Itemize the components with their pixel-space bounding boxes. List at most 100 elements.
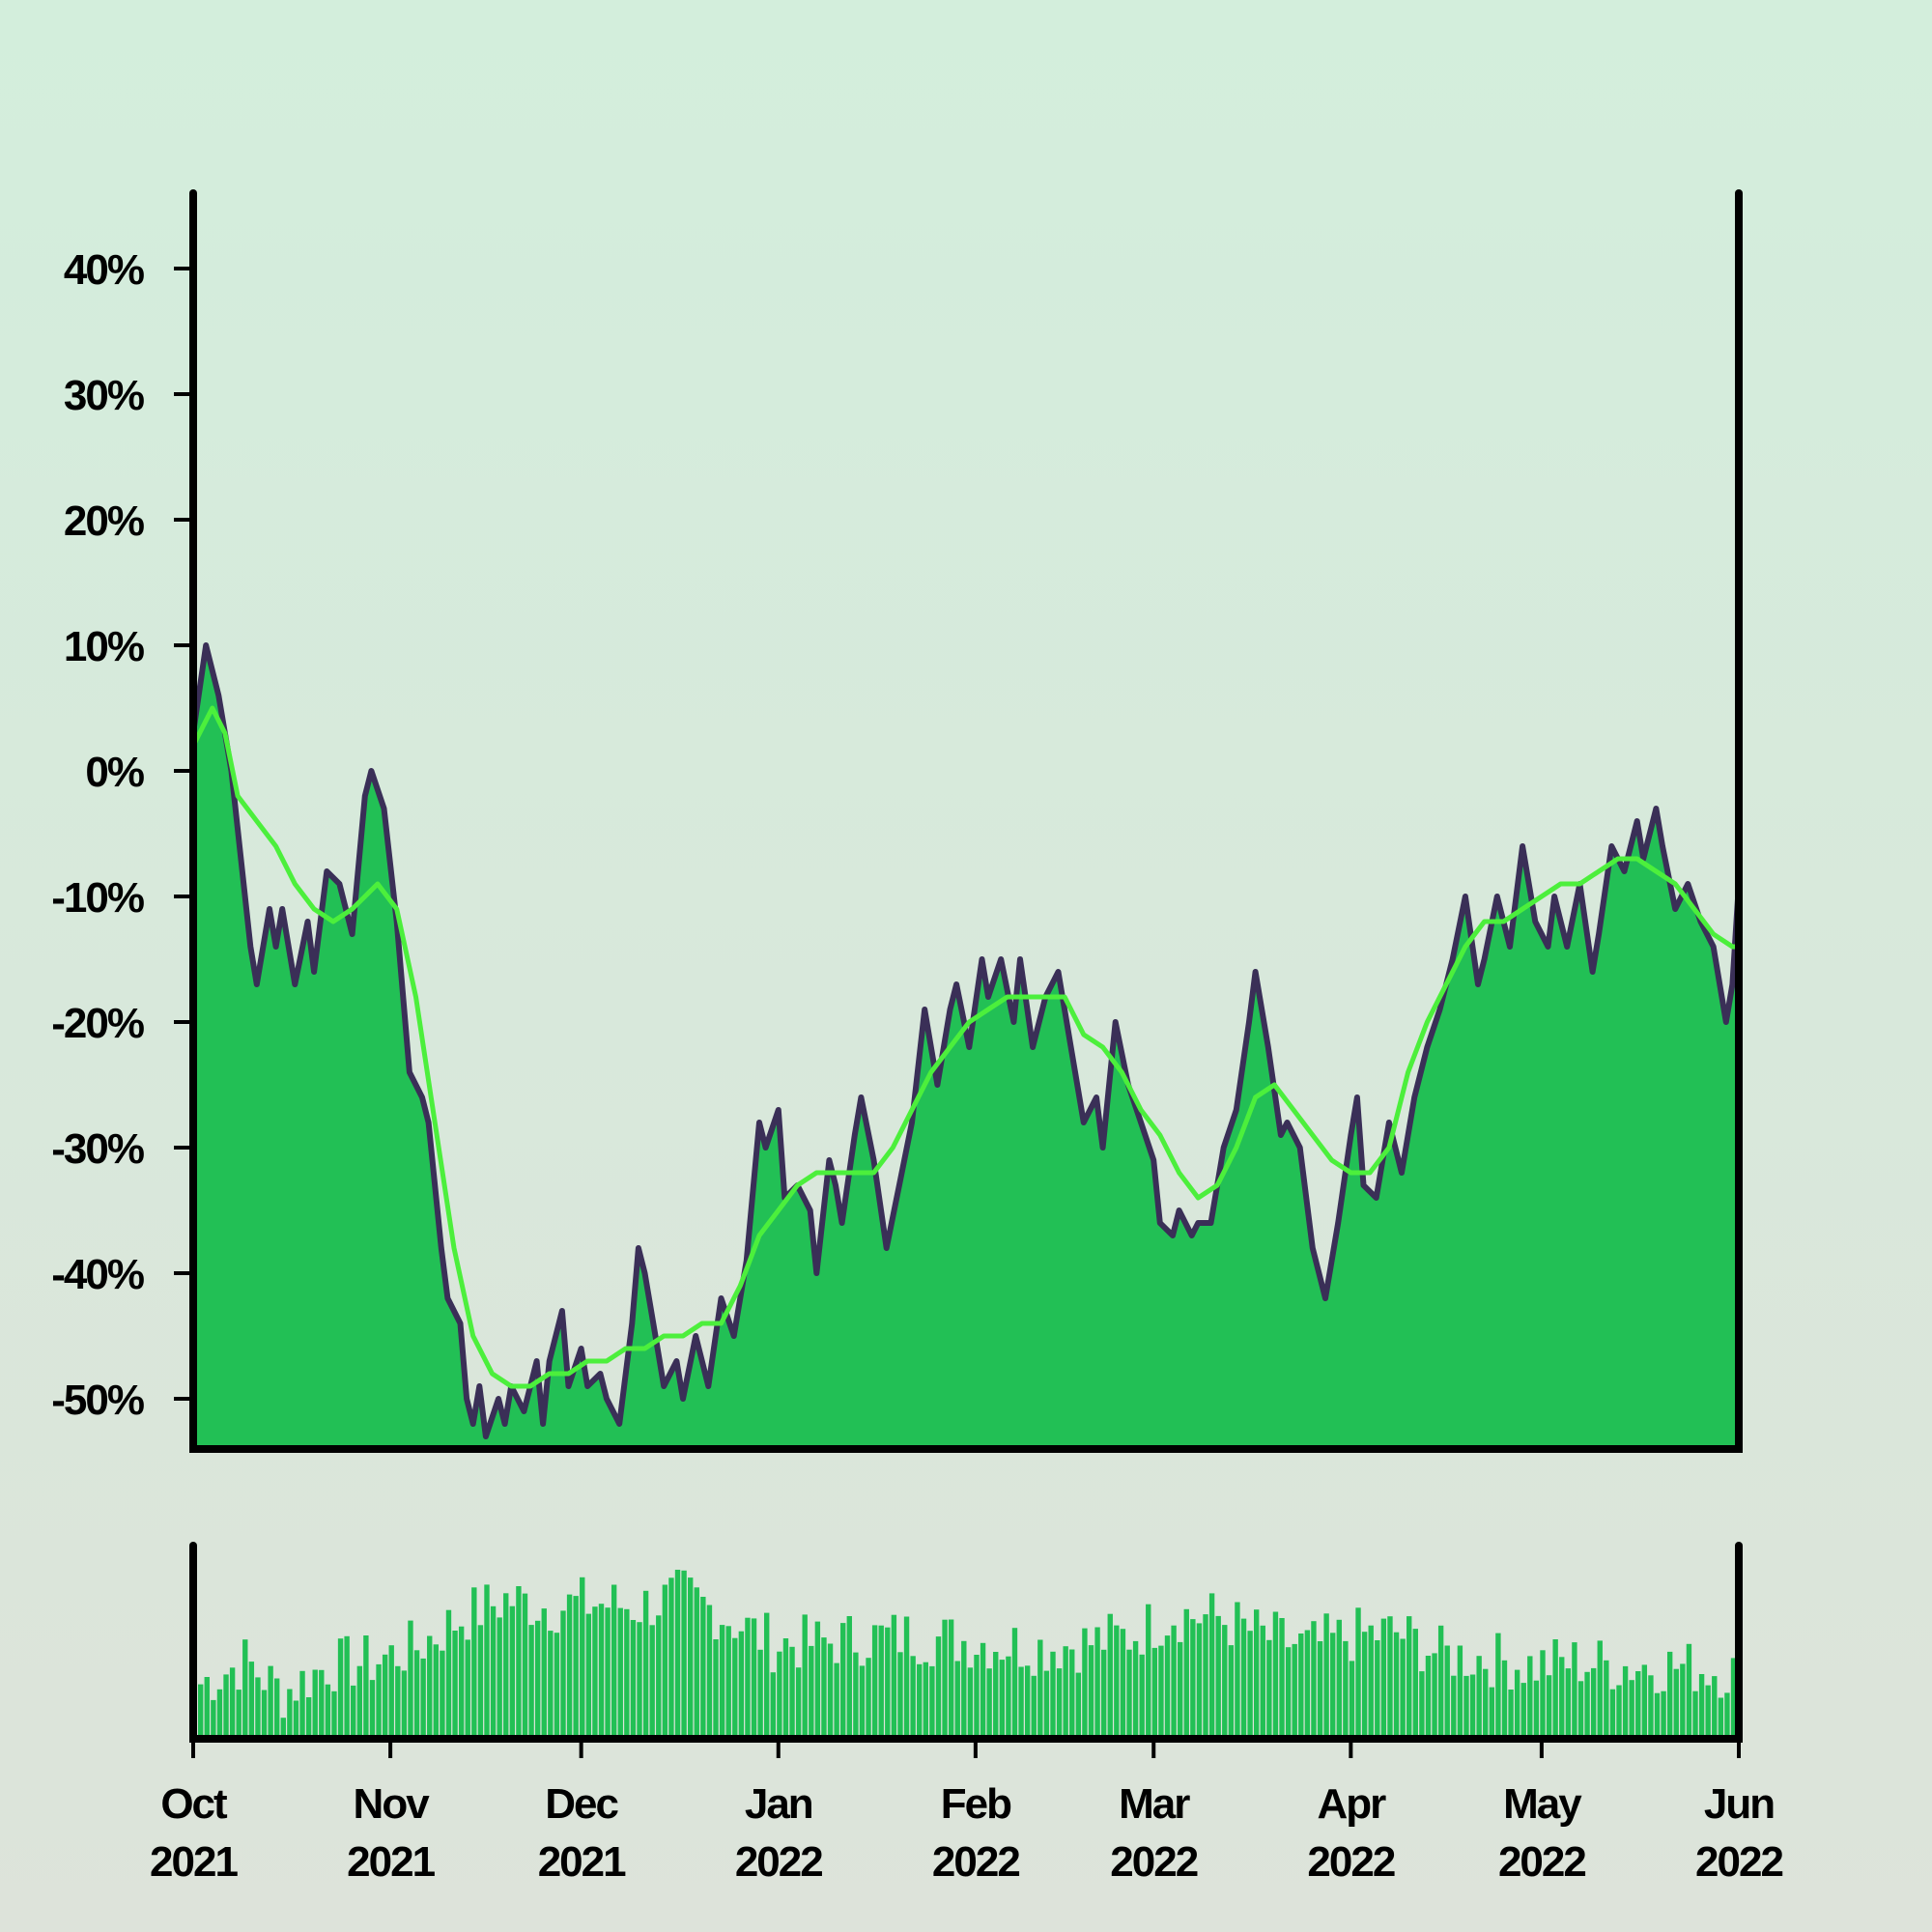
x-tick-year: 2022 bbox=[1695, 1838, 1782, 1886]
volume-bar bbox=[649, 1625, 655, 1739]
volume-bar bbox=[954, 1661, 960, 1739]
volume-bar bbox=[605, 1607, 611, 1739]
volume-bar bbox=[1412, 1629, 1418, 1739]
volume-bar bbox=[827, 1643, 834, 1739]
x-tick-month: May bbox=[1503, 1780, 1582, 1828]
volume-bar bbox=[1343, 1640, 1349, 1739]
volume-bar bbox=[1050, 1651, 1056, 1739]
volume-bar bbox=[1552, 1639, 1558, 1739]
volume-bar bbox=[344, 1635, 350, 1739]
volume-bar bbox=[522, 1593, 528, 1739]
volume-bar bbox=[1114, 1625, 1120, 1739]
axes bbox=[189, 189, 1743, 1743]
volume-bar bbox=[585, 1613, 592, 1739]
y-tick-label: -40% bbox=[51, 1251, 144, 1298]
volume-bar bbox=[1648, 1675, 1654, 1739]
x-tick-label: Nov 2021 bbox=[347, 1780, 435, 1886]
volume-bar bbox=[630, 1620, 637, 1739]
price-line bbox=[190, 642, 1742, 1439]
volume-bar bbox=[1203, 1614, 1208, 1739]
volume-bar bbox=[617, 1607, 623, 1739]
volume-bar bbox=[923, 1662, 928, 1739]
volume-bar bbox=[1279, 1618, 1285, 1739]
price-panel bbox=[190, 642, 1742, 1449]
volume-bar bbox=[541, 1608, 547, 1739]
volume-bar bbox=[980, 1642, 986, 1739]
volume-bar bbox=[1527, 1656, 1533, 1739]
volume-bar bbox=[1463, 1675, 1469, 1739]
volume-bar bbox=[1724, 1692, 1730, 1739]
volume-bar bbox=[1304, 1630, 1311, 1739]
volume-bar bbox=[1208, 1593, 1215, 1739]
volume-bar bbox=[1292, 1643, 1297, 1739]
volume-bar bbox=[974, 1655, 980, 1739]
volume-bar bbox=[624, 1608, 630, 1739]
volume-bar bbox=[236, 1690, 242, 1739]
volume-bar bbox=[1146, 1604, 1151, 1739]
volume-bar bbox=[408, 1620, 413, 1739]
volume-bar bbox=[528, 1625, 534, 1739]
volume-bar bbox=[1011, 1628, 1018, 1739]
volume-bar bbox=[656, 1615, 662, 1739]
volume-bar bbox=[305, 1697, 312, 1739]
volume-bar bbox=[1565, 1668, 1572, 1739]
x-tick-label: Jun 2022 bbox=[1695, 1780, 1782, 1886]
volume-bar bbox=[1406, 1616, 1412, 1739]
volume-bar bbox=[713, 1639, 719, 1739]
volume-bar bbox=[1577, 1681, 1584, 1739]
volume-bar bbox=[1215, 1615, 1221, 1739]
volume-bar bbox=[1444, 1645, 1450, 1739]
y-tick-label: 30% bbox=[64, 372, 144, 419]
volume-bar bbox=[738, 1631, 745, 1739]
volume-bar bbox=[1666, 1651, 1673, 1739]
volume-bar bbox=[706, 1605, 713, 1739]
volume-bar bbox=[903, 1616, 910, 1739]
x-tick-month: Jan bbox=[745, 1780, 812, 1828]
volume-bar bbox=[681, 1570, 687, 1739]
volume-bar bbox=[674, 1570, 681, 1739]
volume-bar bbox=[1597, 1640, 1603, 1739]
x-tick-label: Oct 2021 bbox=[150, 1780, 238, 1886]
volume-bar bbox=[1247, 1631, 1253, 1739]
volume-bar bbox=[356, 1665, 362, 1739]
volume-bar bbox=[821, 1637, 827, 1739]
volume-bar bbox=[274, 1678, 280, 1739]
volume-bar bbox=[1419, 1671, 1425, 1739]
volume-bar bbox=[255, 1677, 261, 1739]
volume-bar bbox=[814, 1621, 821, 1739]
volume-bar bbox=[802, 1614, 808, 1739]
volume-bar bbox=[1457, 1645, 1463, 1739]
volume-bar bbox=[1006, 1656, 1011, 1739]
volume-bar bbox=[1501, 1660, 1508, 1739]
volume-bar bbox=[445, 1609, 452, 1739]
volume-bar bbox=[534, 1620, 541, 1739]
x-tick-month: Jun bbox=[1704, 1780, 1774, 1828]
volume-bar bbox=[1330, 1633, 1336, 1739]
volume-bar bbox=[351, 1685, 356, 1739]
volume-bar bbox=[1540, 1650, 1546, 1739]
volume-bar bbox=[554, 1633, 560, 1739]
volume-bar bbox=[420, 1658, 426, 1739]
volume-bar bbox=[1609, 1689, 1616, 1739]
volume-bar bbox=[1546, 1675, 1552, 1739]
volume-bar bbox=[413, 1650, 420, 1739]
x-tick-label: May 2022 bbox=[1498, 1780, 1585, 1886]
volume-bar bbox=[1107, 1613, 1113, 1739]
volume-bar bbox=[369, 1680, 376, 1739]
volume-bar bbox=[484, 1584, 490, 1739]
volume-bar bbox=[223, 1674, 229, 1739]
price-area bbox=[193, 645, 1739, 1449]
volume-bar bbox=[935, 1636, 942, 1739]
volume-bar bbox=[878, 1625, 884, 1739]
volume-bar bbox=[242, 1639, 248, 1739]
volume-bar bbox=[261, 1690, 268, 1739]
volume-bar bbox=[1451, 1675, 1457, 1739]
volume-bar bbox=[248, 1662, 255, 1739]
x-tick-label: Mar 2022 bbox=[1110, 1780, 1197, 1886]
volume-bar bbox=[452, 1631, 458, 1739]
volume-bar bbox=[662, 1584, 668, 1739]
volume-bar bbox=[871, 1625, 878, 1739]
volume-bar bbox=[885, 1627, 891, 1739]
volume-bar bbox=[866, 1658, 871, 1739]
